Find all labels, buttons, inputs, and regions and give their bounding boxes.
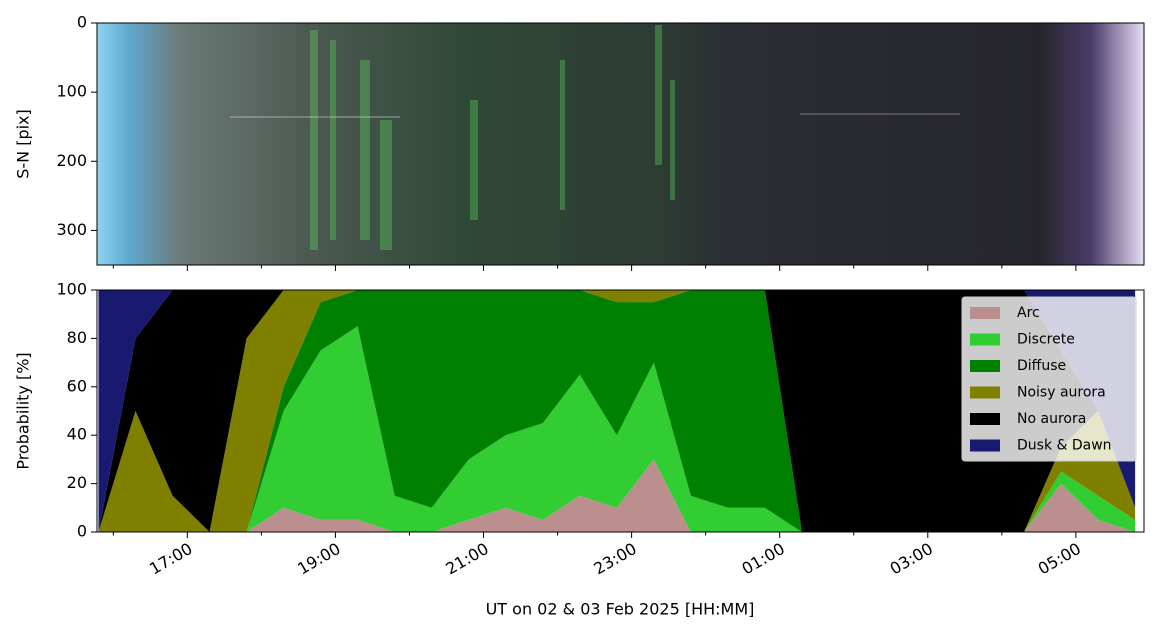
x-tick-label: 05:00 (1035, 539, 1084, 579)
area (98, 326, 1136, 532)
legend: Arc Discrete Diffuse Noisy aurora No aurora D… (961, 296, 1137, 462)
legend-swatch (970, 413, 1000, 425)
y-tick-label: 100 (56, 82, 87, 101)
y-tick-label: 40 (67, 425, 87, 444)
x-tick-label: 23:00 (590, 539, 639, 579)
legend-label: Noisy aurora (1017, 385, 1106, 401)
legend-swatch (970, 307, 1000, 319)
y-tick-label: 20 (67, 473, 87, 492)
x-tick-label: 03:00 (887, 539, 936, 579)
y-tick-label: 0 (77, 522, 87, 541)
y-tick-label: 300 (56, 220, 87, 239)
y-tick-label: 200 (56, 151, 87, 170)
legend-swatch (970, 439, 1000, 452)
area (98, 459, 1136, 532)
legend-swatch (970, 360, 1000, 372)
axes-frame (96, 289, 1145, 533)
y-tick-label: 80 (67, 328, 87, 347)
plot-area (98, 290, 1136, 532)
legend-swatch (970, 386, 1000, 399)
x-tick-label: 21:00 (442, 539, 491, 579)
legend-label: Arc (1017, 305, 1040, 321)
y-axis-label: S-N [pix] (14, 109, 33, 179)
legend-label: Discrete (1017, 332, 1075, 348)
y-tick-label: 0 (77, 13, 87, 32)
area (98, 290, 1136, 532)
legend-swatch (970, 333, 1000, 346)
y-axis-label: Probability [%] (14, 352, 33, 469)
x-tick-label: 19:00 (294, 539, 343, 579)
area (98, 290, 1136, 532)
legend-label: Diffuse (1017, 358, 1066, 374)
y-tick-label: 100 (56, 280, 87, 299)
keogram (97, 23, 1144, 265)
y-tick-label: 60 (67, 376, 87, 395)
axes-frame (96, 22, 1145, 266)
x-tick-label: 01:00 (739, 539, 788, 579)
legend-label: No aurora (1017, 411, 1086, 427)
legend-label: Dusk & Dawn (1017, 438, 1112, 454)
x-tick-label: 17:00 (146, 539, 195, 579)
x-axis-label: UT on 02 & 03 Feb 2025 [HH:MM] (486, 600, 755, 619)
